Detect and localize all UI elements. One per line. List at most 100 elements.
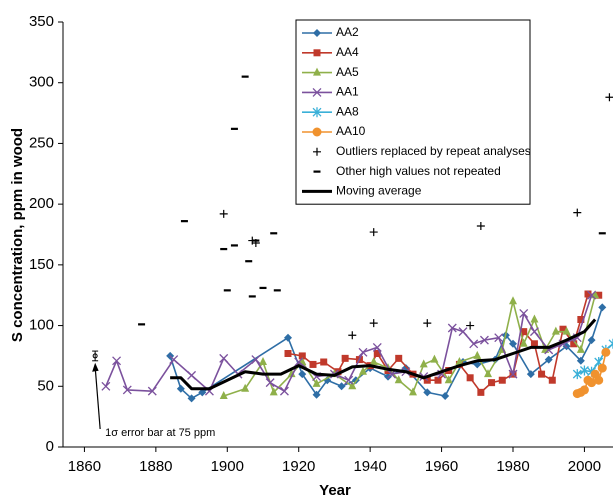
y-tick-label: 0 xyxy=(46,438,54,455)
marker-triangle xyxy=(313,67,321,76)
marker-square xyxy=(520,328,528,336)
marker-x xyxy=(587,290,597,300)
marker-diamond xyxy=(176,384,185,393)
marker-circle xyxy=(312,127,322,137)
marker-triangle xyxy=(259,357,267,365)
marker-square xyxy=(334,368,342,376)
marker-square xyxy=(395,354,403,362)
marker-triangle xyxy=(409,387,417,396)
error-center xyxy=(92,353,98,359)
x-tick-label: 1980 xyxy=(496,458,529,475)
marker-x xyxy=(279,386,289,396)
marker-circle xyxy=(579,385,589,395)
marker-triangle xyxy=(473,350,482,359)
x-tick-label: 1900 xyxy=(211,458,244,475)
marker-diamond xyxy=(337,382,346,391)
marker-square xyxy=(313,49,321,57)
marker-star xyxy=(572,369,582,380)
x-tick-label: 1860 xyxy=(68,458,101,475)
marker-square xyxy=(309,360,317,368)
marker-diamond xyxy=(198,388,207,397)
marker-x xyxy=(169,355,179,365)
marker-diamond xyxy=(562,342,571,351)
marker-x xyxy=(219,353,229,363)
marker-triangle xyxy=(530,314,539,323)
legend-label: Outliers replaced by repeat analyses xyxy=(336,144,531,158)
marker-triangle xyxy=(369,357,378,365)
marker-triangle xyxy=(241,383,250,392)
y-tick-label: 350 xyxy=(29,13,54,30)
y-tick-label: 200 xyxy=(29,195,54,212)
marker-triangle xyxy=(430,354,439,363)
marker-diamond xyxy=(298,370,307,379)
marker-triangle xyxy=(562,326,571,335)
marker-triangle xyxy=(269,387,278,396)
marker-square xyxy=(466,374,474,382)
marker-triangle xyxy=(551,326,560,335)
legend-label: AA2 xyxy=(336,25,359,39)
marker-plus xyxy=(313,147,321,156)
series-line xyxy=(223,295,596,397)
marker-square xyxy=(548,376,556,384)
marker-plus xyxy=(423,319,432,328)
marker-circle xyxy=(587,378,597,388)
x-tick-label: 2000 xyxy=(568,458,601,475)
marker-diamond xyxy=(423,388,432,397)
marker-triangle xyxy=(312,378,321,387)
marker-square xyxy=(584,290,592,298)
y-tick-label: 50 xyxy=(37,377,54,394)
marker-diamond xyxy=(576,356,585,365)
marker-square xyxy=(373,350,381,357)
x-tick-label: 1880 xyxy=(139,458,172,475)
marker-triangle xyxy=(455,357,464,365)
marker-diamond xyxy=(598,303,607,312)
marker-square xyxy=(538,370,546,378)
x-tick-label: 1940 xyxy=(353,458,386,475)
marker-diamond xyxy=(587,336,596,345)
marker-x xyxy=(494,333,504,343)
marker-square xyxy=(284,350,292,357)
marker-circle xyxy=(597,363,607,373)
marker-triangle xyxy=(394,375,403,384)
legend-label: AA4 xyxy=(336,45,359,59)
marker-square xyxy=(595,291,603,299)
marker-x xyxy=(508,369,518,379)
marker-plus xyxy=(369,228,378,237)
marker-square xyxy=(577,316,585,323)
plot-area xyxy=(101,75,613,403)
marker-triangle xyxy=(444,375,453,384)
marker-diamond xyxy=(441,392,450,400)
marker-star xyxy=(312,107,322,118)
marker-triangle xyxy=(348,381,357,390)
marker-square xyxy=(559,325,567,333)
marker-x xyxy=(112,356,122,366)
marker-square xyxy=(298,352,306,360)
marker-triangle xyxy=(359,366,367,375)
marker-triangle xyxy=(419,359,428,368)
x-tick-label: 1960 xyxy=(425,458,458,475)
legend-label: AA1 xyxy=(336,85,359,99)
legend-box xyxy=(295,19,531,205)
marker-x xyxy=(372,342,382,352)
series-line xyxy=(105,294,593,392)
marker-x xyxy=(251,355,261,365)
marker-triangle xyxy=(576,344,585,353)
marker-circle xyxy=(594,375,604,385)
legend-label: Other high values not repeated xyxy=(336,164,501,178)
x-axis-title: Year xyxy=(319,482,351,499)
x-tick-label: 1920 xyxy=(282,458,315,475)
marker-diamond xyxy=(284,333,292,342)
marker-plus xyxy=(219,209,228,218)
series-line xyxy=(170,318,597,391)
series-line xyxy=(169,307,604,400)
marker-square xyxy=(341,354,349,362)
marker-plus xyxy=(348,331,357,340)
marker-x xyxy=(358,347,368,357)
marker-star xyxy=(579,365,589,376)
marker-x xyxy=(265,378,275,388)
legend-label: AA8 xyxy=(336,104,359,118)
marker-plus xyxy=(605,93,613,102)
marker-square xyxy=(498,376,506,384)
legend-label: Moving average xyxy=(336,184,422,198)
